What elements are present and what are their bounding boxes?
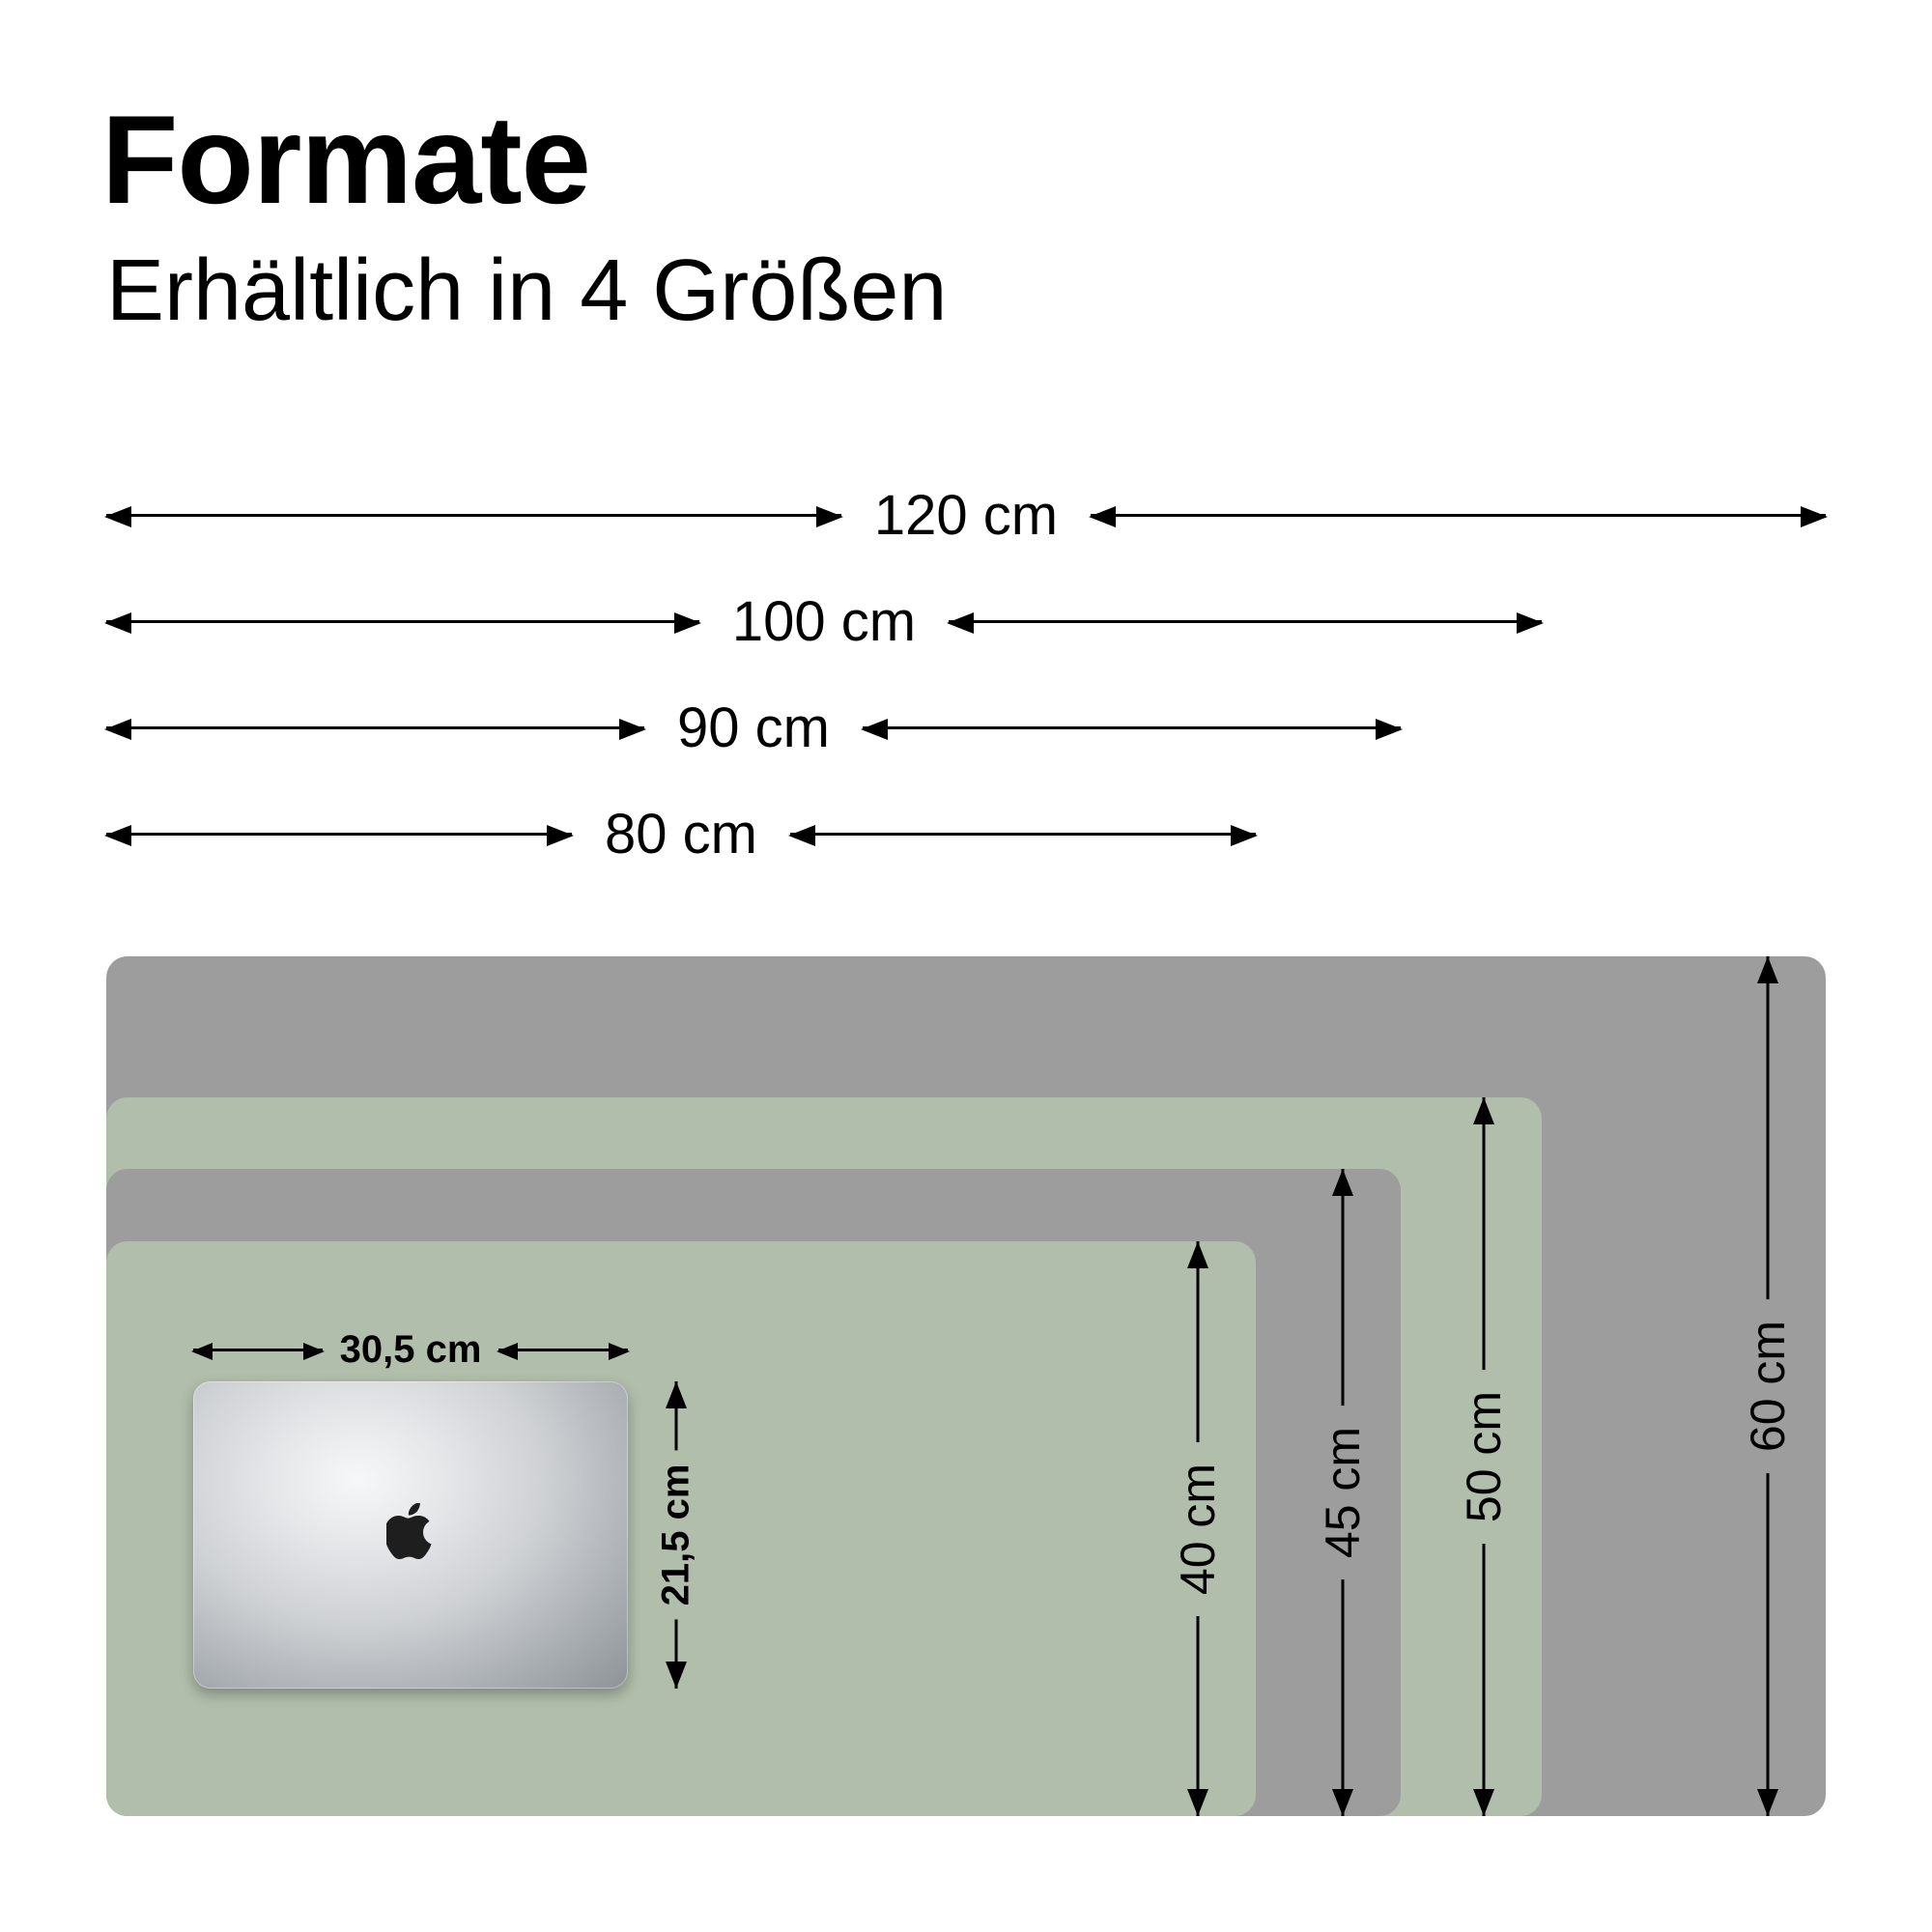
diagram-canvas: Formate Erhältlich in 4 Größen 120 cm 10… [0, 0, 1932, 1932]
dim-line [106, 620, 699, 623]
dim-line [106, 726, 644, 729]
width-dim-100: 100 cm [106, 589, 1542, 654]
apple-logo-icon [386, 1503, 435, 1567]
height-dim-50: 50 cm [1455, 1097, 1513, 1816]
width-dim-80: 80 cm [106, 802, 1256, 867]
laptop-icon [193, 1381, 628, 1689]
dim-label: 50 cm [1456, 1370, 1512, 1544]
dim-line [790, 833, 1256, 836]
width-dim-120: 120 cm [106, 483, 1826, 548]
dim-line [863, 726, 1401, 729]
dim-line [1091, 514, 1826, 517]
dim-line [498, 1349, 628, 1351]
dim-label: 100 cm [699, 589, 949, 654]
dim-label: 60 cm [1740, 1299, 1796, 1473]
laptop-width-dim: 30,5 cm [193, 1328, 628, 1372]
dim-label: 90 cm [644, 696, 863, 760]
height-dim-60: 60 cm [1739, 956, 1797, 1816]
dim-label: 21,5 cm [655, 1451, 698, 1620]
width-dim-90: 90 cm [106, 696, 1401, 760]
height-dim-40: 40 cm [1169, 1241, 1227, 1816]
dim-label: 30,5 cm [323, 1328, 499, 1372]
laptop-height-dim: 21,5 cm [647, 1381, 705, 1689]
page-subtitle: Erhältlich in 4 Größen [106, 242, 947, 341]
dim-label: 120 cm [841, 483, 1091, 548]
height-dim-45: 45 cm [1314, 1169, 1372, 1816]
dim-line [106, 833, 572, 836]
dim-label: 80 cm [572, 802, 790, 867]
dim-line [106, 514, 841, 517]
dim-label: 40 cm [1170, 1441, 1226, 1615]
page-title: Formate [101, 87, 590, 232]
dim-label: 45 cm [1315, 1406, 1371, 1579]
dim-line [193, 1349, 323, 1351]
dim-line [949, 620, 1542, 623]
